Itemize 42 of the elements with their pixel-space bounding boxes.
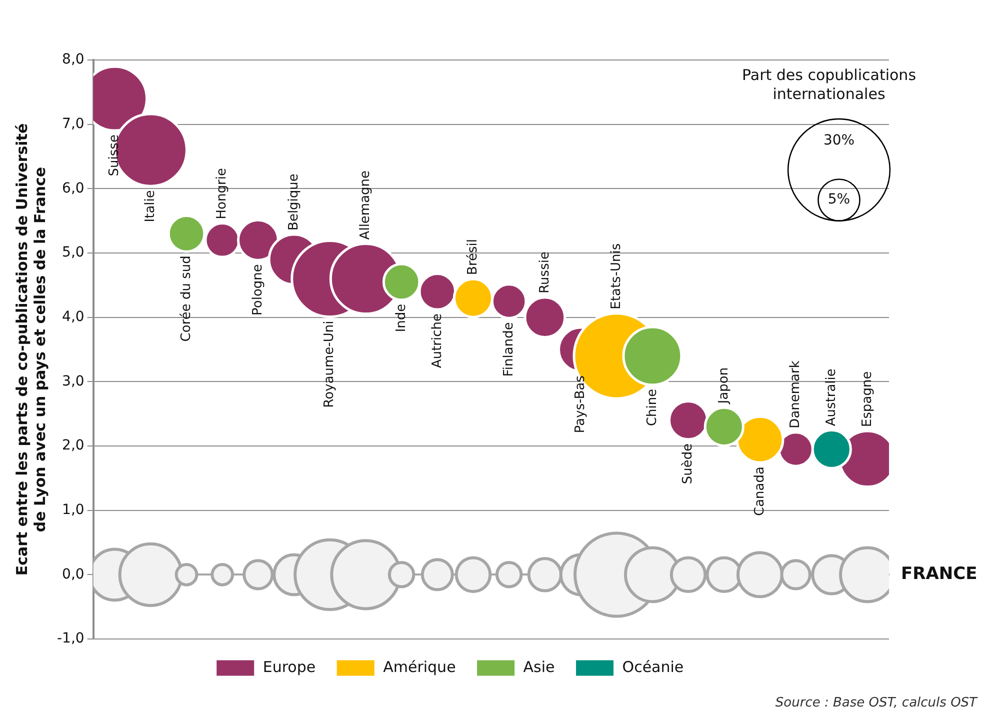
x-tick-label: Autriche (430, 313, 445, 368)
source-note: Source : Base OST, calculs OST (775, 695, 978, 710)
series-label: FRANCE (901, 564, 978, 584)
y-tick-label: 0,0 (62, 566, 84, 582)
x-tick-label: Corée du sud (178, 256, 194, 342)
legend-label: 5% (828, 192, 850, 208)
x-tick-label: Australie (824, 368, 840, 426)
x-tick-label: Suède (680, 443, 696, 484)
x-tick-label: Italie (143, 190, 158, 222)
legend-label: Amérique (383, 658, 456, 676)
legend-label: Europe (262, 658, 316, 676)
y-axis-title: Ecart entre les parts de co-publications de Université de Lyon avec un pays et celles de la France (12, 123, 49, 576)
x-tick-label: Hongrie (214, 168, 230, 220)
x-tick-label: Pologne (250, 264, 266, 316)
x-tick-label: Finlande (501, 322, 516, 377)
legend-label: Asie (523, 658, 555, 676)
x-tick-label: Royaume-Uni (322, 320, 338, 408)
x-tick-label: Chine (644, 388, 660, 426)
y-tick-label: 8,0 (62, 52, 84, 68)
x-tick-label: Etats-Unis (608, 243, 624, 310)
y-tick-label: 1,0 (62, 502, 84, 518)
legend-title: Part des copublications internationales (742, 66, 916, 103)
y-tick-label: 5,0 (62, 244, 84, 261)
x-tick-label: Inde (394, 304, 409, 332)
x-tick-label: Japon (716, 367, 732, 405)
legend-label: Océanie (622, 658, 684, 676)
y-tick-label: 2,0 (62, 438, 84, 454)
x-tick-label: Belgique (286, 174, 302, 230)
x-tick-label: Russie (537, 252, 552, 294)
legend-label: 30% (823, 132, 855, 149)
x-tick-label: Brésil (466, 238, 481, 275)
x-tick-label: Allemagne (358, 170, 374, 240)
y-tick-label: 6,0 (62, 180, 84, 196)
x-tick-label: Suisse (107, 134, 122, 176)
x-tick-label: Pays-Bas (573, 375, 588, 434)
x-tick-label: Canada (752, 466, 768, 516)
x-tick-label: Danemark (788, 360, 804, 428)
y-tick-label: 3,0 (62, 373, 84, 390)
y-tick-label: 7,0 (62, 116, 84, 132)
x-tick-label: Espagne (860, 371, 875, 427)
y-tick-label: -1,0 (56, 630, 84, 647)
y-tick-label: 4,0 (62, 308, 84, 325)
